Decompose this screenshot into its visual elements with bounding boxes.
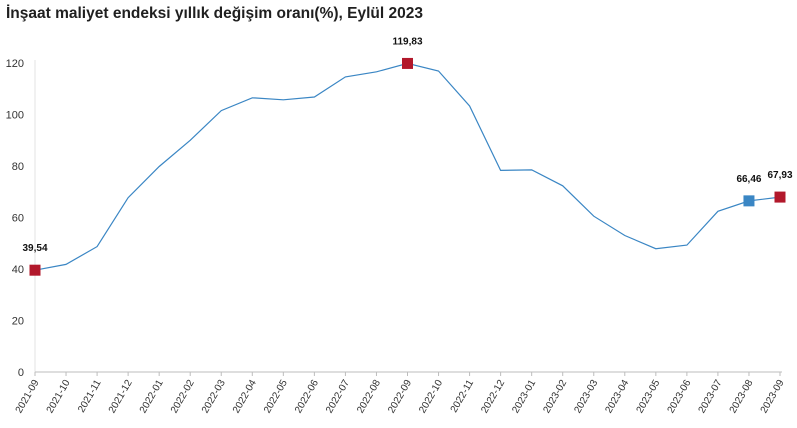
- y-tick-label: 100: [6, 110, 24, 122]
- x-tick-label: 2021-09: [14, 378, 42, 416]
- y-axis-ticks: 0 20 40 60 80 100 120: [6, 58, 24, 379]
- data-label: 67,93: [767, 170, 792, 181]
- x-tick-label: 2023-09: [759, 378, 787, 416]
- y-tick-label: 0: [18, 367, 24, 379]
- x-tick-label: 2021-11: [76, 378, 104, 415]
- x-tick-label: 2022-03: [200, 378, 228, 416]
- highlight-marker: [774, 191, 786, 203]
- x-tick-label: 2022-08: [355, 378, 383, 416]
- x-tick-label: 2022-12: [479, 378, 507, 416]
- chart-title: İnşaat maliyet endeksi yıllık değişim or…: [6, 5, 423, 22]
- x-tick-label: 2023-03: [572, 378, 600, 416]
- series-line: [34, 62, 781, 271]
- x-tick-label: 2022-11: [449, 378, 477, 415]
- x-axis-ticks: 2021-09 2021-10 2021-11 2021-12 2022-01 2022-…: [14, 372, 787, 415]
- x-tick-label: 2023-01: [510, 378, 538, 416]
- data-label: 119,83: [392, 36, 422, 47]
- x-tick-label: 2023-04: [604, 378, 632, 416]
- y-tick-label: 80: [12, 161, 24, 173]
- x-tick-label: 2022-04: [231, 378, 259, 416]
- x-tick-label: 2022-10: [417, 378, 445, 416]
- x-tick-label: 2023-06: [666, 378, 694, 416]
- x-tick-label: 2022-07: [324, 378, 352, 416]
- x-tick-label: 2023-05: [635, 378, 663, 416]
- x-tick-label: 2022-05: [262, 378, 290, 416]
- y-tick-label: 120: [6, 58, 24, 70]
- x-tick-label: 2023-07: [697, 378, 725, 416]
- x-tick-label: 2022-09: [386, 378, 414, 416]
- x-tick-label: 2021-10: [45, 378, 73, 416]
- x-tick-label: 2022-01: [138, 378, 166, 416]
- data-label: 66,46: [736, 174, 761, 185]
- x-tick-label: 2023-08: [728, 378, 756, 416]
- highlight-marker: [29, 264, 41, 276]
- y-tick-label: 20: [12, 316, 24, 328]
- y-tick-label: 40: [12, 264, 24, 276]
- data-label: 39,54: [22, 243, 47, 254]
- highlight-marker: [743, 195, 755, 207]
- x-tick-label: 2023-02: [541, 378, 569, 416]
- x-tick-label: 2021-12: [107, 378, 135, 416]
- highlight-marker: [402, 57, 413, 69]
- y-tick-label: 60: [12, 213, 24, 225]
- highlight-markers: 39,54 119,83 66,46 67,93: [22, 36, 793, 276]
- x-tick-label: 2022-06: [293, 378, 321, 416]
- x-tick-label: 2022-02: [169, 378, 197, 416]
